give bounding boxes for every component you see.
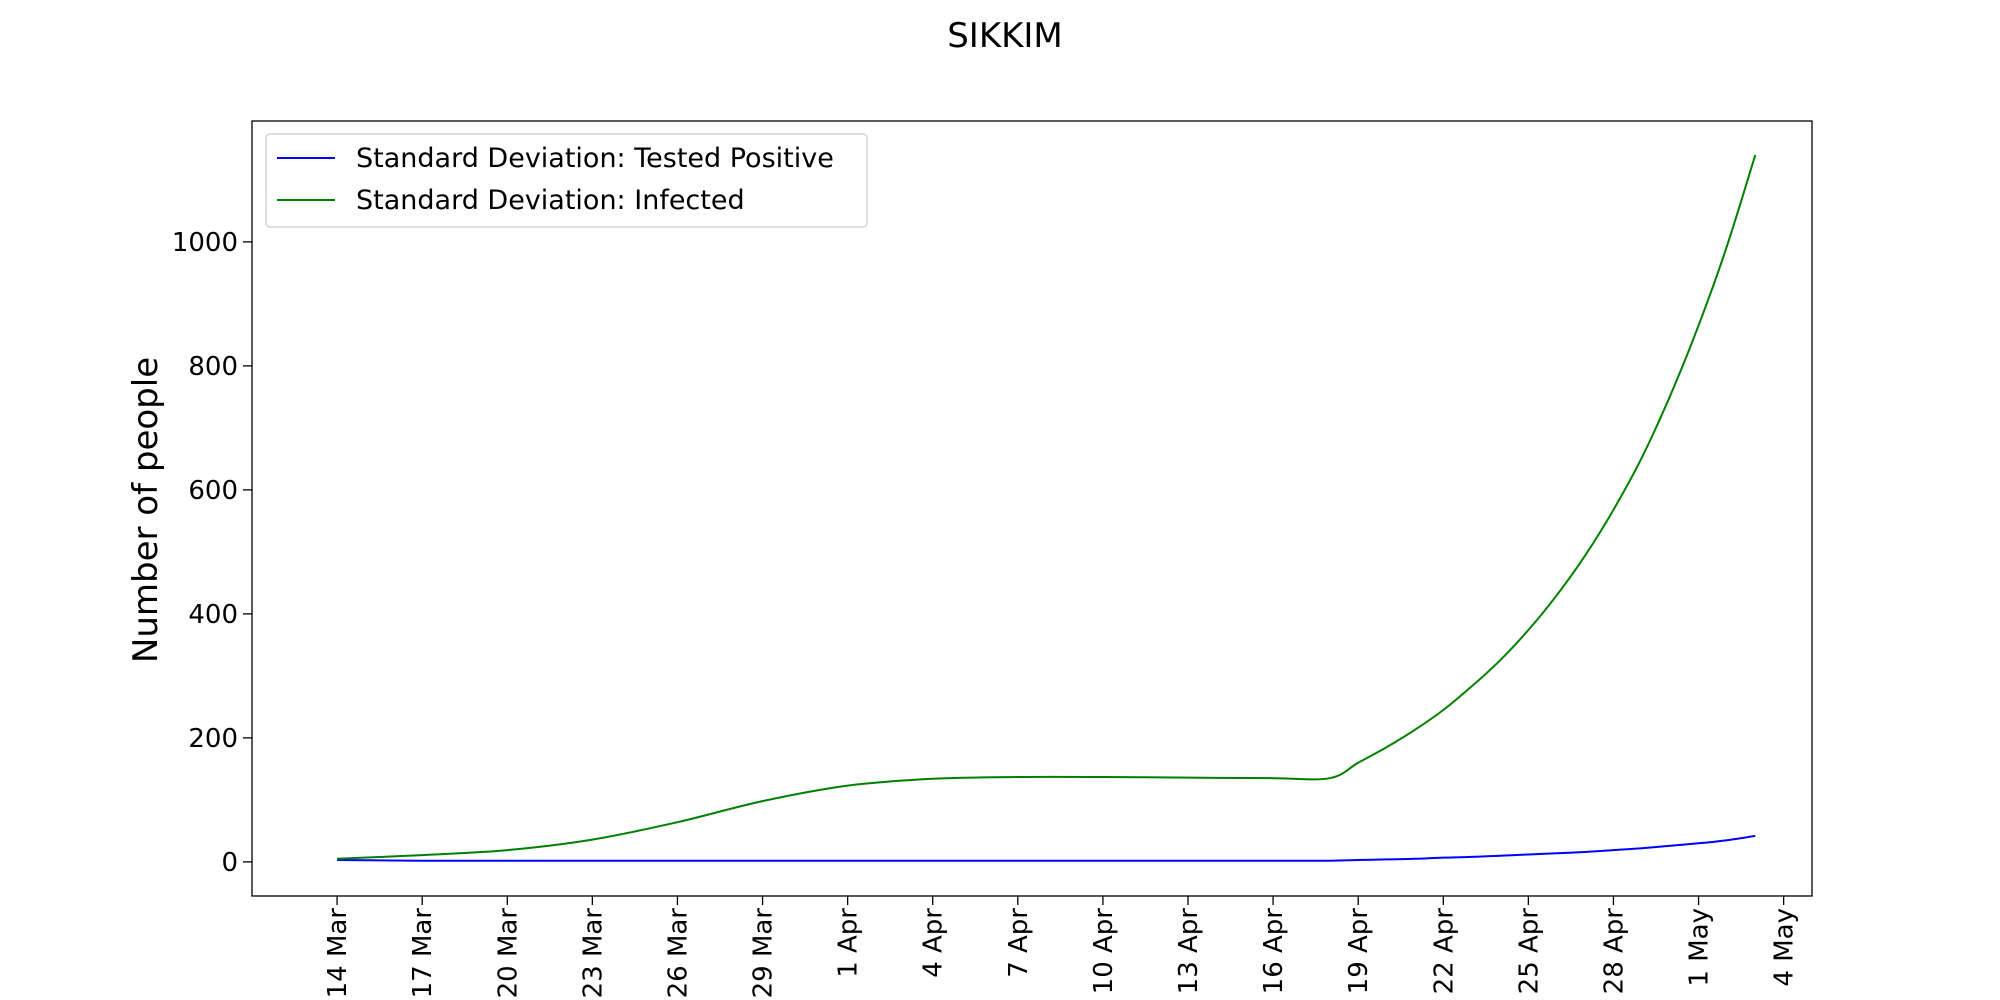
- x-tick-label: 26 Mar: [663, 908, 693, 999]
- axis-ticks: 14 Mar 17 Mar 20 Mar 23 Mar 26 Mar 29 Mar 1 Ap…: [172, 228, 1800, 999]
- y-tick-label: 0: [221, 848, 238, 878]
- x-tick-label: 4 Apr: [919, 908, 949, 978]
- x-tick-label: 29 Mar: [749, 908, 779, 999]
- x-tick-label: 10 Apr: [1089, 908, 1119, 995]
- x-tick-label: 4 May: [1770, 908, 1800, 987]
- y-tick-label: 400: [188, 600, 238, 630]
- x-tick-label: 19 Apr: [1344, 908, 1374, 995]
- x-tick-label: 13 Apr: [1174, 908, 1204, 995]
- x-tick-label: 17 Mar: [408, 908, 438, 999]
- legend-label: Standard Deviation: Infected: [356, 185, 745, 216]
- plot-area-frame: [251, 120, 1813, 897]
- y-axis-label: Number of people: [126, 357, 166, 663]
- legend: Standard Deviation: Tested Positive Stand…: [265, 133, 868, 228]
- x-tick-label: 1 May: [1685, 908, 1715, 987]
- y-tick-label: 800: [188, 352, 238, 382]
- plot-lines: [337, 154, 1757, 862]
- x-tick-label: 1 Apr: [834, 908, 864, 978]
- x-tick-label: 7 Apr: [1004, 908, 1034, 978]
- x-tick-label: 16 Apr: [1259, 908, 1289, 995]
- y-tick-label: 600: [188, 476, 238, 506]
- y-tick-label: 200: [188, 724, 238, 754]
- chart-title: SIKKIM: [947, 16, 1063, 56]
- series-line-infected: [337, 154, 1757, 860]
- legend-box: [265, 133, 868, 228]
- y-tick-label: 1000: [172, 228, 238, 258]
- legend-label: Standard Deviation: Tested Positive: [356, 143, 834, 174]
- x-tick-label: 28 Apr: [1599, 908, 1629, 995]
- x-tick-label: 14 Mar: [323, 908, 353, 999]
- x-tick-label: 20 Mar: [493, 908, 523, 999]
- series-line-tested-positive: [337, 834, 1756, 862]
- x-tick-label: 23 Mar: [578, 908, 608, 999]
- x-tick-label: 22 Apr: [1429, 908, 1459, 995]
- x-tick-label: 25 Apr: [1514, 908, 1544, 995]
